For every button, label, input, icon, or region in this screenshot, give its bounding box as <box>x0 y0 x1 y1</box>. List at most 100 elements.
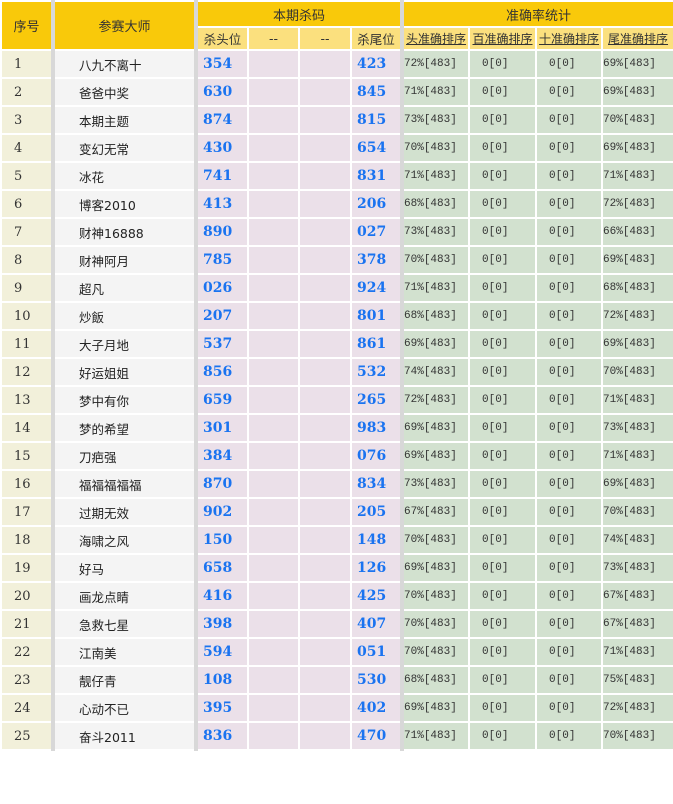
kill-tail: 423 <box>349 49 404 79</box>
table-row: 2 爸爸中奖 630 845 71%[483] 0[0] 0[0] 69%[483] <box>0 77 673 107</box>
master-name: 大子月地 <box>51 329 197 359</box>
ten-accuracy: 0[0] <box>535 273 604 303</box>
row-number: 15 <box>0 441 54 471</box>
ten-accuracy: 0[0] <box>535 497 604 527</box>
row-number: 25 <box>0 721 54 751</box>
blank-cell-1 <box>247 609 300 639</box>
blank-cell-1 <box>247 637 300 667</box>
kill-head: 398 <box>194 609 249 639</box>
table-row: 23 靓仔青 108 530 68%[483] 0[0] 0[0] 75%[483] <box>0 665 673 695</box>
head-accuracy: 70%[483] <box>400 609 471 639</box>
master-name: 梦中有你 <box>51 385 197 415</box>
master-name: 江南美 <box>51 637 197 667</box>
blank-cell-2 <box>298 413 352 443</box>
row-number: 17 <box>0 497 54 527</box>
blank-cell-2 <box>298 693 352 723</box>
row-number: 9 <box>0 273 54 303</box>
head-accuracy: 74%[483] <box>400 357 471 387</box>
blank-cell-1 <box>247 49 300 79</box>
ten-accuracy: 0[0] <box>535 301 604 331</box>
kill-head: 150 <box>194 525 249 555</box>
kill-head: 537 <box>194 329 249 359</box>
kill-tail: 425 <box>349 581 404 611</box>
table-row: 20 画龙点睛 416 425 70%[483] 0[0] 0[0] 67%[483] <box>0 581 673 611</box>
ten-accuracy: 0[0] <box>535 77 604 107</box>
blank-cell-2 <box>298 357 352 387</box>
blank-cell-1 <box>247 329 300 359</box>
ten-accuracy: 0[0] <box>535 413 604 443</box>
kill-head: 430 <box>194 133 249 163</box>
ten-accuracy: 0[0] <box>535 385 604 415</box>
head-accuracy: 68%[483] <box>400 665 471 695</box>
sort-head-rank-link[interactable]: 头准确排序 <box>400 26 471 51</box>
tail-accuracy: 72%[483] <box>601 189 673 219</box>
master-name: 冰花 <box>51 161 197 191</box>
row-number: 24 <box>0 693 54 723</box>
hundred-accuracy: 0[0] <box>468 525 538 555</box>
master-name: 梦的希望 <box>51 413 197 443</box>
sort-hundred-rank-link[interactable]: 百准确排序 <box>468 26 538 51</box>
kill-head: 354 <box>194 49 249 79</box>
kill-head: 207 <box>194 301 249 331</box>
kill-head: 630 <box>194 77 249 107</box>
head-accuracy: 71%[483] <box>400 273 471 303</box>
kill-tail: 815 <box>349 105 404 135</box>
ten-accuracy: 0[0] <box>535 357 604 387</box>
ten-accuracy: 0[0] <box>535 553 604 583</box>
blank-cell-2 <box>298 497 352 527</box>
header-no: 序号 <box>0 0 54 51</box>
kill-head: 301 <box>194 413 249 443</box>
blank-cell-2 <box>298 553 352 583</box>
head-accuracy: 68%[483] <box>400 189 471 219</box>
kill-tail: 076 <box>349 441 404 471</box>
blank-cell-1 <box>247 693 300 723</box>
kill-tail: 206 <box>349 189 404 219</box>
row-number: 21 <box>0 609 54 639</box>
row-number: 11 <box>0 329 54 359</box>
blank-cell-2 <box>298 385 352 415</box>
sort-ten-rank-link[interactable]: 十准确排序 <box>535 26 604 51</box>
table-row: 18 海啸之风 150 148 70%[483] 0[0] 0[0] 74%[483] <box>0 525 673 555</box>
tail-accuracy: 71%[483] <box>601 161 673 191</box>
blank-cell-2 <box>298 665 352 695</box>
head-accuracy: 70%[483] <box>400 581 471 611</box>
master-name: 福福福福福 <box>51 469 197 499</box>
blank-cell-2 <box>298 245 352 275</box>
row-number: 6 <box>0 189 54 219</box>
head-accuracy: 70%[483] <box>400 637 471 667</box>
head-accuracy: 68%[483] <box>400 301 471 331</box>
tail-accuracy: 70%[483] <box>601 497 673 527</box>
kill-tail: 051 <box>349 637 404 667</box>
row-number: 19 <box>0 553 54 583</box>
hundred-accuracy: 0[0] <box>468 49 538 79</box>
tail-accuracy: 68%[483] <box>601 273 673 303</box>
hundred-accuracy: 0[0] <box>468 217 538 247</box>
kill-tail: 027 <box>349 217 404 247</box>
hundred-accuracy: 0[0] <box>468 637 538 667</box>
head-accuracy: 70%[483] <box>400 525 471 555</box>
kill-head: 836 <box>194 721 249 751</box>
master-name: 变幻无常 <box>51 133 197 163</box>
row-number: 7 <box>0 217 54 247</box>
kill-head: 870 <box>194 469 249 499</box>
kill-head: 416 <box>194 581 249 611</box>
table-row: 4 变幻无常 430 654 70%[483] 0[0] 0[0] 69%[483] <box>0 133 673 163</box>
ten-accuracy: 0[0] <box>535 49 604 79</box>
blank-cell-1 <box>247 525 300 555</box>
master-name: 财神16888 <box>51 217 197 247</box>
ten-accuracy: 0[0] <box>535 609 604 639</box>
blank-cell-1 <box>247 581 300 611</box>
table-row: 6 博客2010 413 206 68%[483] 0[0] 0[0] 72%[483] <box>0 189 673 219</box>
blank-cell-1 <box>247 105 300 135</box>
table-row: 1 八九不离十 354 423 72%[483] 0[0] 0[0] 69%[483] <box>0 49 673 79</box>
sort-tail-rank-link[interactable]: 尾准确排序 <box>601 26 673 51</box>
master-name: 奋斗2011 <box>51 721 197 751</box>
kill-tail: 801 <box>349 301 404 331</box>
table-row: 8 财神阿月 785 378 70%[483] 0[0] 0[0] 69%[483] <box>0 245 673 275</box>
kill-tail: 378 <box>349 245 404 275</box>
ten-accuracy: 0[0] <box>535 469 604 499</box>
tail-accuracy: 73%[483] <box>601 413 673 443</box>
head-accuracy: 70%[483] <box>400 133 471 163</box>
master-name: 好运姐姐 <box>51 357 197 387</box>
ten-accuracy: 0[0] <box>535 665 604 695</box>
